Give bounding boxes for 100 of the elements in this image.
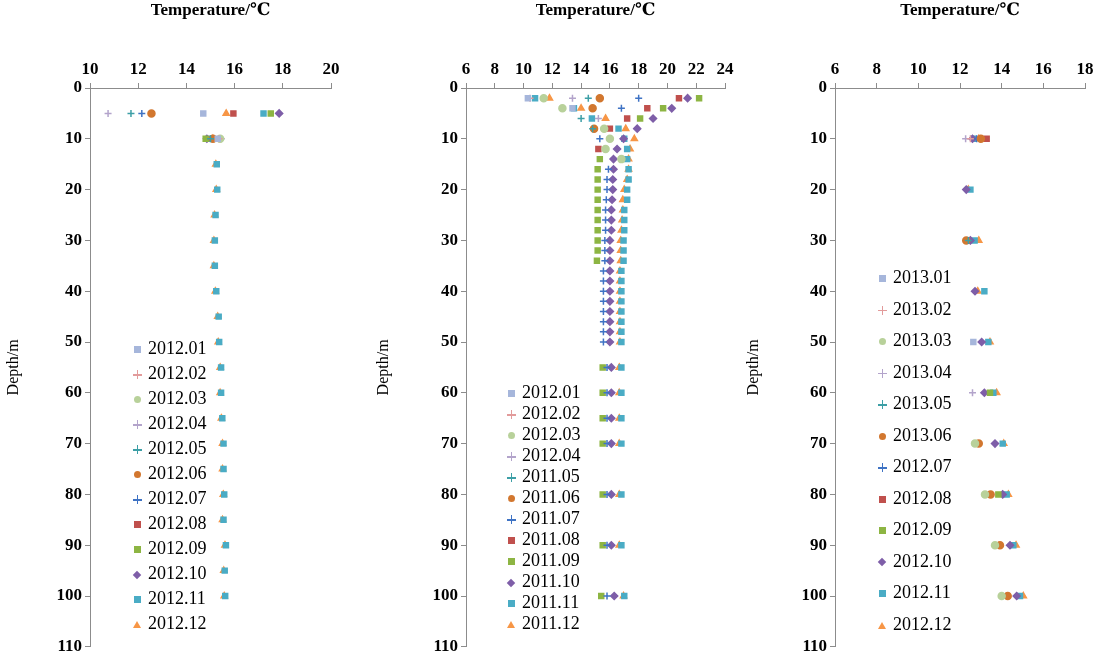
- x-tick-label: 16: [601, 59, 619, 79]
- legend-label: 2012.03: [522, 424, 581, 444]
- y-tick-label: 30: [810, 229, 827, 249]
- legend-label: 2012.10: [148, 563, 207, 583]
- legend-label: 2013.05: [893, 393, 952, 413]
- x-tick-label: 20: [658, 59, 676, 79]
- y-tick-label: 10: [441, 128, 458, 148]
- y-tick-label: 100: [432, 585, 458, 605]
- legend-label: 2012.09: [893, 519, 952, 539]
- y-tick-label: 60: [65, 382, 82, 402]
- x-tick-label: 20: [322, 59, 340, 79]
- y-tick-label: 40: [441, 280, 458, 300]
- x-tick-label: 18: [274, 59, 292, 79]
- y-tick-label: 90: [441, 534, 458, 554]
- y-tick-label: 50: [441, 331, 458, 351]
- x-axis-title: Temperature/℃: [535, 0, 656, 19]
- x-tick-label: 12: [129, 59, 147, 79]
- legend-label: 2013.04: [893, 361, 952, 382]
- x-tick-label: 18: [630, 59, 648, 79]
- legend-label: 2013.01: [893, 267, 952, 287]
- legend-label: 2011.09: [522, 550, 580, 570]
- x-tick-label: 8: [872, 59, 881, 79]
- y-tick-label: 70: [441, 432, 458, 452]
- x-axis-title: Temperature/℃: [150, 0, 271, 19]
- legend-label: 2012.02: [148, 363, 207, 383]
- x-tick-label: 12: [951, 59, 969, 79]
- legend-label: 2013.03: [893, 330, 952, 350]
- legend-label: 2012.02: [522, 403, 581, 423]
- y-axis-title: Depth/m: [3, 338, 22, 396]
- legend-label: 2012.06: [148, 463, 207, 483]
- legend-label: 2012.04: [522, 445, 581, 465]
- y-tick-label: 80: [65, 483, 82, 503]
- legend-label: 2012.07: [148, 488, 207, 508]
- legend-label: 2011.05: [522, 466, 580, 486]
- x-tick-label: 18: [1076, 59, 1094, 79]
- legend-label: 2011.06: [522, 487, 580, 507]
- y-tick-label: 110: [802, 636, 827, 656]
- x-tick-label: 16: [1034, 59, 1052, 79]
- y-tick-label: 0: [449, 77, 458, 97]
- x-tick-label: 16: [226, 59, 244, 79]
- x-tick-label: 8: [490, 59, 500, 79]
- legend-label: 2012.10: [893, 550, 952, 571]
- legend-label: 2012.01: [148, 338, 207, 358]
- x-tick-label: 14: [572, 59, 591, 79]
- legend-label: 2012.08: [893, 487, 952, 508]
- y-tick-label: 20: [441, 178, 458, 198]
- y-tick-label: 10: [810, 128, 827, 148]
- y-tick-label: 90: [810, 534, 827, 554]
- legend-label: 2012.07: [893, 456, 952, 476]
- x-tick-label: 10: [515, 59, 533, 79]
- x-tick-label: 6: [461, 59, 471, 79]
- y-tick-label: 100: [801, 585, 827, 605]
- legend-label: 2011.08: [522, 529, 580, 549]
- legend-label: 2012.01: [522, 382, 581, 402]
- y-tick-label: 70: [65, 432, 82, 452]
- legend-label: 2011.11: [522, 592, 580, 612]
- x-tick-label: 24: [716, 59, 734, 79]
- y-tick-label: 60: [810, 382, 827, 402]
- legend-label: 2012.12: [148, 613, 207, 633]
- x-tick-label: 10: [909, 59, 927, 79]
- x-tick-label: 10: [81, 59, 99, 79]
- legend-label: 2013.06: [893, 424, 952, 445]
- y-axis-title: Depth/m: [373, 338, 392, 396]
- y-tick-label: 30: [441, 229, 458, 249]
- legend-label: 2012.12: [893, 613, 952, 634]
- legend-label: 2013.02: [893, 298, 952, 319]
- y-tick-label: 40: [65, 280, 82, 300]
- y-tick-label: 110: [57, 636, 82, 656]
- x-tick-label: 14: [177, 59, 196, 79]
- legend-label: 2011.07: [522, 508, 580, 528]
- y-tick-label: 80: [810, 483, 827, 503]
- y-axis-title: Depth/m: [743, 338, 762, 396]
- legend-label: 2012.05: [148, 438, 207, 458]
- y-tick-label: 100: [56, 585, 82, 605]
- y-tick-label: 20: [810, 178, 827, 198]
- y-tick-label: 20: [65, 178, 82, 198]
- legend-label: 2012.03: [148, 388, 207, 408]
- legend-label: 2012.09: [148, 538, 207, 558]
- y-tick-label: 70: [810, 432, 827, 452]
- x-axis-title: Temperature/℃: [900, 0, 1020, 19]
- x-tick-label: 12: [543, 59, 561, 79]
- y-tick-label: 40: [810, 280, 827, 300]
- legend-label: 2012.11: [148, 588, 206, 608]
- y-tick-label: 30: [65, 229, 82, 249]
- x-tick-label: 6: [830, 59, 840, 79]
- y-tick-label: 60: [441, 382, 458, 402]
- legend-label: 2012.04: [148, 413, 207, 433]
- legend-label: 2012.08: [148, 513, 207, 533]
- legend-label: 2012.11: [893, 582, 951, 602]
- legend-label: 2011.10: [522, 571, 580, 591]
- y-tick-label: 80: [441, 483, 458, 503]
- x-tick-label: 22: [687, 59, 705, 79]
- y-tick-label: 50: [65, 331, 82, 351]
- x-tick-label: 14: [993, 59, 1011, 79]
- y-tick-label: 0: [818, 77, 827, 97]
- y-tick-label: 10: [65, 128, 82, 148]
- legend-label: 2011.12: [522, 613, 580, 633]
- y-tick-label: 0: [73, 77, 82, 97]
- y-tick-label: 50: [810, 331, 827, 351]
- y-tick-label: 90: [65, 534, 82, 554]
